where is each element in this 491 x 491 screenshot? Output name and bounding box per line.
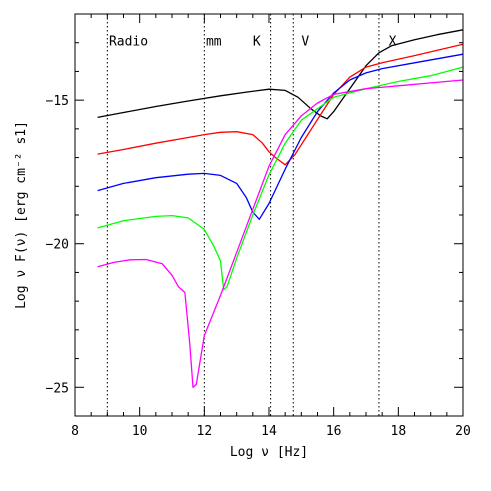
x-tick-label: 12	[197, 424, 213, 439]
band-label: K	[253, 35, 261, 50]
axis-ticks	[74, 13, 464, 417]
series-line	[97, 43, 464, 166]
y-tick-label: −15	[46, 94, 69, 109]
band-label: V	[301, 35, 309, 50]
x-tick-label: 8	[71, 424, 79, 439]
plot-frame	[74, 13, 464, 417]
x-axis-title: Log ν [Hz]	[230, 445, 308, 460]
band-label: Radio	[109, 35, 148, 50]
band-label: mm	[206, 35, 222, 50]
y-tick-label: −20	[46, 238, 69, 253]
series-line	[97, 29, 464, 120]
axis-labels: 8 10 12 14 16 18 20 −25 −20 −15	[46, 94, 471, 439]
series-line	[97, 79, 464, 388]
x-tick-label: 14	[261, 424, 277, 439]
y-axis-title: Log ν F(ν) [erg cm⁻² s1]	[14, 121, 29, 309]
x-tick-label: 20	[455, 424, 471, 439]
x-tick-label: 18	[391, 424, 407, 439]
series-lines	[97, 29, 464, 388]
series-line	[97, 53, 464, 220]
x-tick-label: 16	[326, 424, 342, 439]
band-label: X	[389, 35, 397, 50]
y-tick-label: −25	[46, 381, 69, 396]
x-tick-label: 10	[132, 424, 148, 439]
band-markers: Radio mm K V X	[106, 14, 397, 416]
